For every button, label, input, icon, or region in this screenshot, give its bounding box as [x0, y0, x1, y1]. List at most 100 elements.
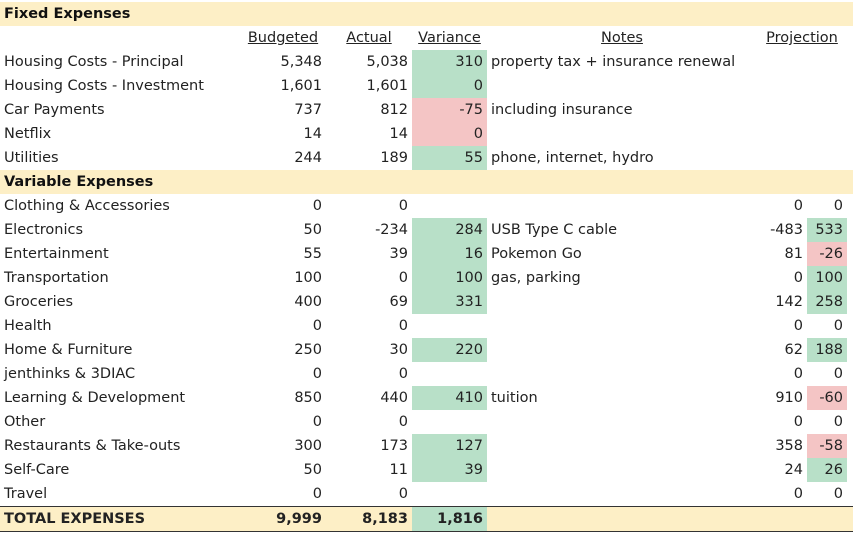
budgeted-value[interactable]: 50 [303, 222, 322, 238]
actual-value[interactable]: 0 [398, 486, 408, 502]
expense-label[interactable]: Netflix [4, 126, 52, 142]
projection-remaining[interactable]: 100 [807, 266, 847, 290]
actual-value[interactable]: 1,601 [366, 78, 408, 94]
variance-value[interactable]: 410 [412, 386, 487, 410]
budgeted-value[interactable]: 100 [294, 270, 322, 286]
variance-value[interactable] [412, 314, 487, 338]
actual-header[interactable]: Actual [346, 30, 392, 46]
budgeted-value[interactable]: 0 [312, 198, 322, 214]
variance-value[interactable]: 284 [412, 218, 487, 242]
note-text[interactable] [487, 314, 757, 338]
note-text[interactable] [487, 122, 757, 146]
projection-header[interactable]: Projection [766, 30, 838, 46]
fixed-expenses-title[interactable]: Fixed Expenses [4, 6, 131, 22]
projection-remaining[interactable]: 26 [807, 458, 847, 482]
actual-value[interactable]: 173 [380, 438, 408, 454]
projection-remaining[interactable]: 188 [807, 338, 847, 362]
actual-value[interactable]: 440 [380, 390, 408, 406]
variance-value[interactable] [412, 482, 487, 506]
projection-remaining[interactable]: 258 [807, 290, 847, 314]
actual-value[interactable]: 14 [389, 126, 408, 142]
budgeted-value[interactable]: 250 [294, 342, 322, 358]
variance-value[interactable]: 0 [412, 74, 487, 98]
budgeted-value[interactable]: 0 [312, 318, 322, 334]
actual-value[interactable]: 0 [398, 414, 408, 430]
budgeted-header[interactable]: Budgeted [247, 30, 319, 46]
budgeted-value[interactable]: 0 [312, 414, 322, 430]
note-text[interactable] [487, 434, 757, 458]
note-text[interactable] [487, 338, 757, 362]
projection-spent[interactable]: 0 [793, 486, 803, 502]
note-text[interactable] [487, 74, 757, 98]
expense-label[interactable]: Home & Furniture [4, 342, 133, 358]
projection-spent[interactable]: -483 [770, 222, 803, 238]
expense-label[interactable]: Other [4, 414, 46, 430]
note-text[interactable] [487, 290, 757, 314]
expense-label[interactable]: Learning & Development [4, 390, 186, 406]
projection-spent[interactable]: 24 [784, 462, 803, 478]
note-text[interactable]: gas, parking [491, 270, 581, 286]
variance-value[interactable]: 127 [412, 434, 487, 458]
actual-value[interactable]: 69 [389, 294, 408, 310]
note-text[interactable] [487, 482, 757, 506]
projection-remaining[interactable]: -58 [807, 434, 847, 458]
projection-spent[interactable]: 0 [793, 366, 803, 382]
note-text[interactable]: property tax + insurance renewal [491, 54, 736, 70]
projection-remaining[interactable]: 0 [833, 366, 843, 382]
budgeted-value[interactable]: 14 [303, 126, 322, 142]
actual-value[interactable]: 11 [389, 462, 408, 478]
actual-value[interactable]: 0 [398, 318, 408, 334]
actual-value[interactable]: 189 [380, 150, 408, 166]
expense-label[interactable]: Entertainment [4, 246, 109, 262]
actual-value[interactable]: 812 [380, 102, 408, 118]
notes-header[interactable]: Notes [601, 30, 643, 46]
expense-label[interactable]: Housing Costs - Principal [4, 54, 184, 70]
expense-label[interactable]: Self-Care [4, 462, 70, 478]
variance-value[interactable] [412, 410, 487, 434]
variance-value[interactable]: 16 [412, 242, 487, 266]
expense-label[interactable]: Restaurants & Take-outs [4, 438, 181, 454]
projection-remaining[interactable]: 0 [833, 486, 843, 502]
note-text[interactable]: tuition [491, 390, 538, 406]
actual-value[interactable]: 0 [398, 198, 408, 214]
variance-value[interactable]: 39 [412, 458, 487, 482]
expense-label[interactable]: Travel [4, 486, 48, 502]
note-text[interactable]: Pokemon Go [491, 246, 582, 262]
budgeted-value[interactable]: 400 [294, 294, 322, 310]
budgeted-value[interactable]: 50 [303, 462, 322, 478]
variance-value[interactable]: -75 [412, 98, 487, 122]
total-label[interactable]: TOTAL EXPENSES [4, 511, 146, 527]
budgeted-value[interactable]: 737 [294, 102, 322, 118]
projection-remaining[interactable]: 0 [833, 198, 843, 214]
expense-label[interactable]: jenthinks & 3DIAC [4, 366, 136, 382]
note-text[interactable] [487, 410, 757, 434]
note-text[interactable]: including insurance [491, 102, 633, 118]
projection-spent[interactable]: 358 [775, 438, 803, 454]
expense-label[interactable]: Car Payments [4, 102, 105, 118]
actual-value[interactable]: 30 [389, 342, 408, 358]
projection-remaining[interactable]: -26 [807, 242, 847, 266]
budgeted-value[interactable]: 244 [294, 150, 322, 166]
note-text[interactable] [487, 458, 757, 482]
projection-remaining[interactable]: 533 [807, 218, 847, 242]
variable-expenses-title[interactable]: Variable Expenses [4, 174, 154, 190]
budgeted-value[interactable]: 300 [294, 438, 322, 454]
note-text[interactable] [487, 194, 757, 218]
variance-header[interactable]: Variance [418, 30, 481, 46]
budgeted-value[interactable]: 1,601 [280, 78, 322, 94]
projection-spent[interactable]: 81 [784, 246, 803, 262]
variance-value[interactable] [412, 194, 487, 218]
budgeted-value[interactable]: 0 [312, 486, 322, 502]
note-text[interactable]: phone, internet, hydro [491, 150, 654, 166]
budgeted-value[interactable]: 0 [312, 366, 322, 382]
expense-label[interactable]: Clothing & Accessories [4, 198, 170, 214]
projection-remaining[interactable]: 0 [833, 414, 843, 430]
expense-label[interactable]: Housing Costs - Investment [4, 78, 204, 94]
projection-spent[interactable]: 910 [775, 390, 803, 406]
total-budgeted[interactable]: 9,999 [276, 511, 322, 527]
total-actual[interactable]: 8,183 [362, 511, 408, 527]
actual-value[interactable]: 39 [389, 246, 408, 262]
actual-value[interactable]: 0 [398, 270, 408, 286]
actual-value[interactable]: 0 [398, 366, 408, 382]
budgeted-value[interactable]: 5,348 [280, 54, 322, 70]
